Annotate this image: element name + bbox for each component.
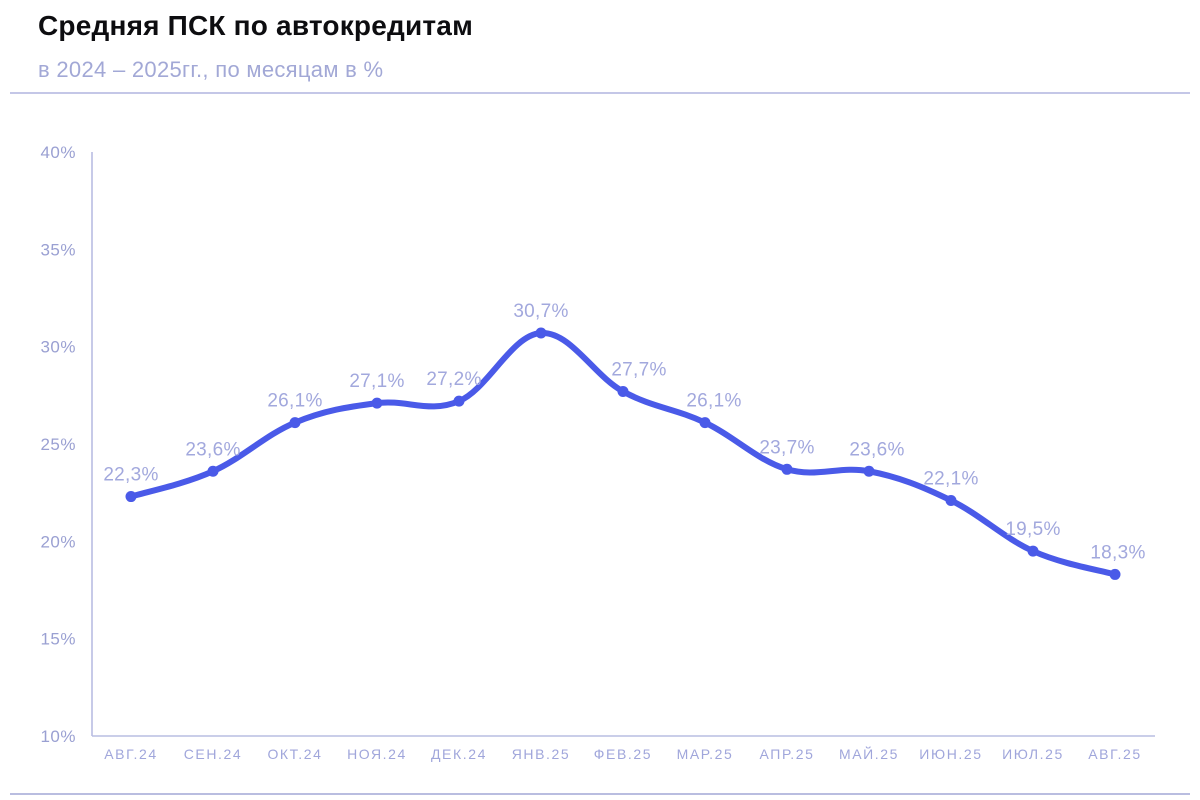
data-point-label: 27,2% xyxy=(426,369,481,390)
x-tick-label: ДЕК.24 xyxy=(431,746,487,762)
data-point-marker xyxy=(535,327,547,339)
data-point-marker xyxy=(371,397,383,409)
data-point-marker xyxy=(289,417,301,429)
chart-subtitle: в 2024 – 2025гг., по месяцам в % xyxy=(38,57,384,82)
data-point-marker xyxy=(1109,568,1121,580)
data-point-label: 18,3% xyxy=(1090,542,1145,563)
data-point-label: 23,6% xyxy=(849,439,904,460)
x-tick-label: МАЙ.25 xyxy=(839,745,899,762)
line-chart: 40% 35% 30% 25% 20% 15% 10% АВГ.24 СЕН.24 ОКТ.24 Н… xyxy=(40,143,1155,762)
x-tick-label: НОЯ.24 xyxy=(347,746,407,762)
data-point-label: 27,1% xyxy=(349,371,404,392)
data-point-label: 19,5% xyxy=(1005,519,1060,540)
chart-title: Средняя ПСК по автокредитам xyxy=(38,10,473,41)
data-point-label: 27,7% xyxy=(611,359,666,380)
x-tick-label: СЕН.24 xyxy=(184,746,243,762)
x-tick-label: ОКТ.24 xyxy=(267,746,322,762)
data-point-label: 23,7% xyxy=(759,437,814,458)
y-tick-label: 15% xyxy=(40,630,76,649)
x-tick-label: МАР.25 xyxy=(677,746,734,762)
footer-divider-line xyxy=(10,793,1190,795)
data-point-marker xyxy=(945,494,957,506)
data-point-marker xyxy=(207,465,219,477)
data-point-marker xyxy=(699,417,711,429)
x-tick-label: АВГ.24 xyxy=(104,746,158,762)
data-point-label: 26,1% xyxy=(686,391,741,412)
x-tick-label: АВГ.25 xyxy=(1088,746,1142,762)
x-tick-label: ЯНВ.25 xyxy=(512,746,571,762)
y-tick-label: 25% xyxy=(40,435,76,454)
data-point-label: 23,6% xyxy=(185,439,240,460)
data-point-marker xyxy=(617,385,629,397)
data-point-marker xyxy=(781,463,793,475)
x-tick-label: ФЕВ.25 xyxy=(594,746,652,762)
y-tick-label: 30% xyxy=(40,338,76,357)
data-point-label: 22,1% xyxy=(923,468,978,489)
header-divider-line xyxy=(10,92,1190,94)
data-point-label: 26,1% xyxy=(267,391,322,412)
y-tick-label: 10% xyxy=(40,727,76,746)
data-point-marker xyxy=(125,491,137,503)
data-point-label: 22,3% xyxy=(103,465,158,486)
y-tick-label: 35% xyxy=(40,240,76,259)
x-tick-label: АПР.25 xyxy=(760,746,815,762)
y-tick-label: 20% xyxy=(40,532,76,551)
data-point-marker xyxy=(1027,545,1039,557)
data-point-label: 30,7% xyxy=(513,301,568,322)
data-point-marker xyxy=(453,395,465,407)
data-point-marker xyxy=(863,465,875,477)
x-tick-label: ИЮЛ.25 xyxy=(1002,746,1064,762)
x-tick-label: ИЮН.25 xyxy=(919,746,982,762)
y-tick-label: 40% xyxy=(40,143,76,162)
